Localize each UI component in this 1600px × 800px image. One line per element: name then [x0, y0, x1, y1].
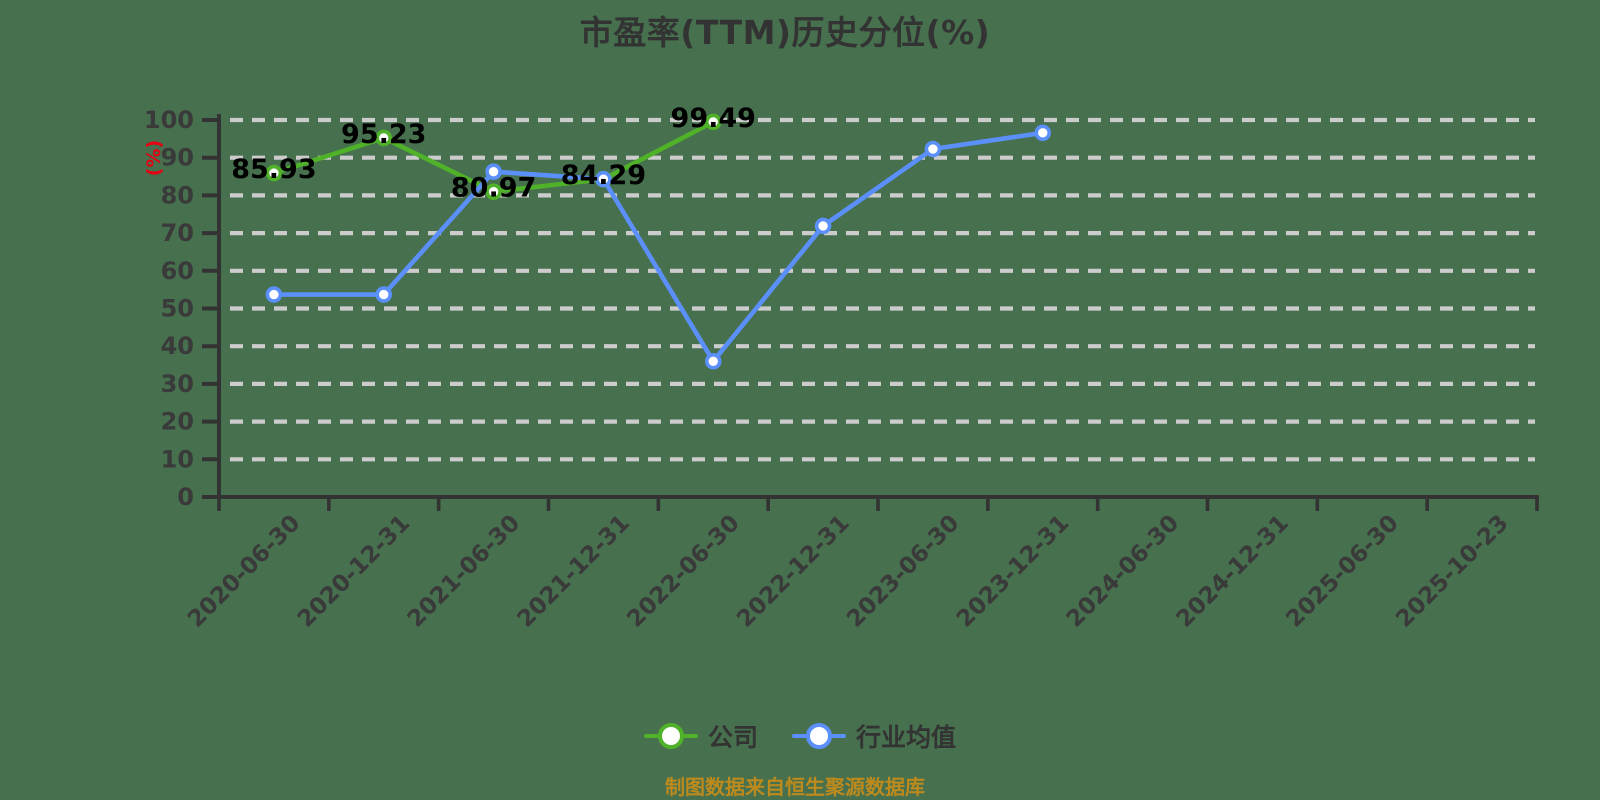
x-axis-date-label: 2023-12-31	[952, 510, 1074, 632]
industry-data-point[interactable]	[704, 352, 722, 370]
y-axis-tick-label: 20	[161, 408, 194, 436]
x-axis-date-label: 2024-06-30	[1062, 510, 1184, 632]
company-data-point[interactable]	[265, 164, 283, 182]
x-axis-date-label: 2024-12-31	[1172, 510, 1294, 632]
legend-label-company: 公司	[707, 723, 758, 752]
data-point-value-label: 84.29	[561, 160, 646, 191]
x-axis-date-label: 2021-12-31	[513, 510, 635, 632]
industry-line-swatch	[831, 734, 846, 738]
industry-data-point[interactable]	[265, 286, 283, 303]
y-axis-tick-label: 40	[161, 332, 194, 360]
industry-data-point[interactable]	[814, 217, 832, 235]
y-axis-tick-label: 50	[161, 295, 194, 323]
y-axis-tick-label: 60	[161, 257, 194, 285]
y-axis-tick-label: 80	[161, 181, 194, 209]
x-axis-date-label: 2025-10-23	[1391, 510, 1513, 632]
x-axis-date-label: 2023-06-30	[842, 510, 964, 632]
data-point-value-label: 80.97	[451, 173, 536, 204]
y-axis-tick-label: 70	[161, 219, 194, 247]
legend-item-industry-average[interactable]: 行业均值	[792, 718, 956, 754]
industry-average-series-line	[271, 130, 1046, 364]
industry-data-point[interactable]	[1034, 124, 1052, 142]
company-data-point[interactable]	[375, 129, 393, 147]
company-line-swatch	[682, 734, 698, 738]
industry-data-point[interactable]	[485, 163, 502, 180]
industry-line-swatch	[792, 734, 807, 738]
industry-data-point[interactable]	[375, 286, 393, 303]
y-axis-tick-label: 90	[161, 144, 194, 172]
y-axis-tick-label: 30	[161, 370, 194, 398]
industry-data-point[interactable]	[595, 170, 612, 188]
company-marker-icon	[657, 723, 684, 749]
y-axis-tick-label: 100	[144, 106, 194, 134]
legend: 公司 行业均值	[0, 718, 1600, 754]
y-axis-tick-label: 10	[161, 445, 194, 473]
x-axis-date-label: 2021-06-30	[403, 510, 525, 632]
x-axis-date-label: 2020-06-30	[183, 510, 305, 632]
data-source-note: 制图数据来自恒生聚源数据库	[665, 775, 925, 799]
x-axis-date-label: 2022-06-30	[622, 510, 744, 632]
y-axis-tick-label: 0	[177, 483, 194, 511]
x-axis-date-label: 2025-06-30	[1281, 510, 1403, 632]
x-axis-date-label: 2022-12-31	[732, 510, 854, 632]
company-data-point[interactable]	[485, 183, 502, 201]
y-axis-unit-label: (%)	[143, 139, 165, 177]
data-point-value-label: 99.49	[671, 103, 756, 134]
legend-item-company[interactable]: 公司	[643, 718, 758, 754]
x-axis-date-label: 2020-12-31	[293, 510, 415, 632]
company-line-swatch	[643, 734, 659, 738]
chart-title: 市盈率(TTM)历史分位(%)	[579, 13, 991, 52]
data-point-value-label: 85.93	[231, 154, 316, 185]
industry-data-point[interactable]	[924, 140, 942, 158]
legend-label-industry-average: 行业均值	[856, 723, 957, 752]
company-data-point[interactable]	[704, 113, 722, 131]
data-point-value-label: 95.23	[341, 119, 426, 150]
industry-marker-icon	[806, 723, 832, 749]
